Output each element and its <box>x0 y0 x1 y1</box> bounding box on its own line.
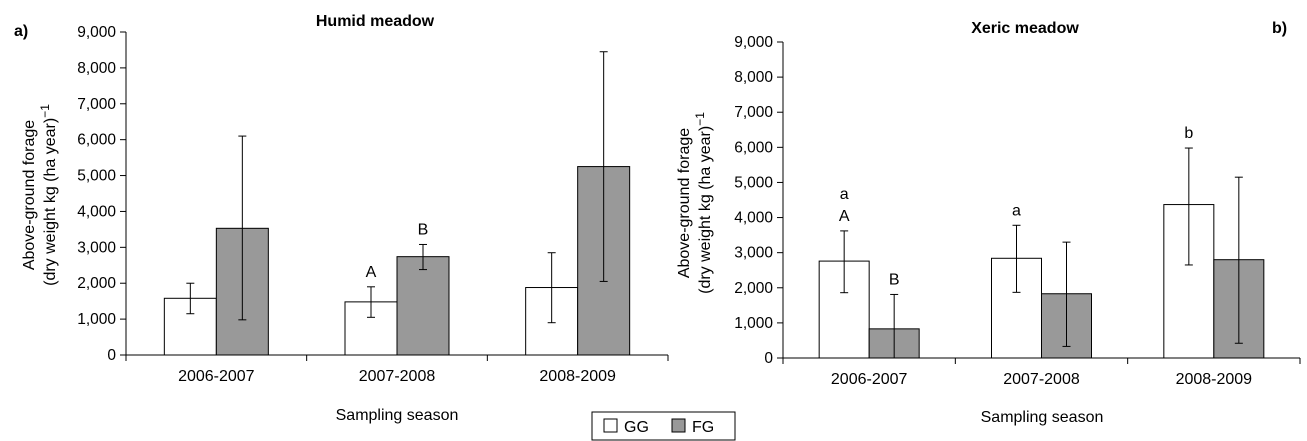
bar <box>163 297 217 356</box>
y-tick-label: 8,000 <box>77 60 116 77</box>
chart-title: Humid meadow <box>316 13 435 30</box>
y-tick-label: 7,000 <box>77 96 116 113</box>
y-tick-label: 5,000 <box>77 168 116 185</box>
panel-label: a) <box>14 23 28 40</box>
x-tick-label: 2006-2007 <box>178 368 255 385</box>
y-tick-label: 1,000 <box>734 315 773 332</box>
x-axis-label: Sampling season <box>336 407 459 424</box>
y-tick-label: 3,000 <box>77 239 116 256</box>
x-tick-label: 2008-2009 <box>539 368 616 385</box>
y-tick-label: 6,000 <box>77 132 116 149</box>
y-axis-label: Above-ground forage <box>21 120 38 270</box>
y-tick-label: 3,000 <box>734 245 773 262</box>
y-tick-label: 6,000 <box>734 139 773 156</box>
y-tick-label: 0 <box>764 350 773 367</box>
y-tick-label: 8,000 <box>734 69 773 86</box>
x-tick-label: 2006-2007 <box>831 371 908 388</box>
data-label: B <box>418 221 429 238</box>
x-axis-label: Sampling season <box>981 409 1104 426</box>
y-tick-label: 7,000 <box>734 104 773 121</box>
y-axis-label-units: (dry weight kg (ha year)−1 <box>38 104 59 286</box>
y-tick-label: 9,000 <box>77 24 116 41</box>
data-label: B <box>889 271 900 288</box>
y-tick-label: 4,000 <box>734 210 773 227</box>
chart-humid-meadow: 0 1,000 2,000 3,000 4,000 5,000 6,000 7,000 8,00… <box>14 13 669 424</box>
legend-label: GG <box>624 419 649 436</box>
data-label: a <box>1012 202 1021 219</box>
x-tick-label: 2008-2009 <box>1176 371 1253 388</box>
data-label: a <box>840 186 849 203</box>
data-label: A <box>839 208 850 225</box>
y-tick-label: 0 <box>107 347 116 364</box>
x-tick-label: 2007-2008 <box>1003 371 1080 388</box>
y-tick-label: 4,000 <box>77 203 116 220</box>
y-tick-label: 2,000 <box>734 280 773 297</box>
y-tick-label: 2,000 <box>77 275 116 292</box>
y-tick-label: 1,000 <box>77 311 116 328</box>
panel-label: b) <box>1272 20 1287 37</box>
bar <box>396 256 450 356</box>
y-tick-label: 9,000 <box>734 34 773 51</box>
y-axis-label-units: (dry weight kg (ha year)−1 <box>693 112 714 294</box>
legend-label: FG <box>692 419 714 436</box>
y-tick-label: 5,000 <box>734 174 773 191</box>
data-label: A <box>366 264 377 281</box>
x-tick-label: 2007-2008 <box>359 368 436 385</box>
legend: GG FG <box>591 411 736 441</box>
legend-swatch <box>671 418 686 433</box>
chart-xeric-meadow: 0 1,000 2,000 3,000 4,000 5,000 6,000 7,000 8,00… <box>676 20 1301 426</box>
legend-swatch <box>603 418 618 433</box>
chart-title: Xeric meadow <box>971 20 1079 37</box>
data-label: b <box>1184 125 1193 142</box>
y-axis-label: Above-ground forage <box>676 128 693 278</box>
